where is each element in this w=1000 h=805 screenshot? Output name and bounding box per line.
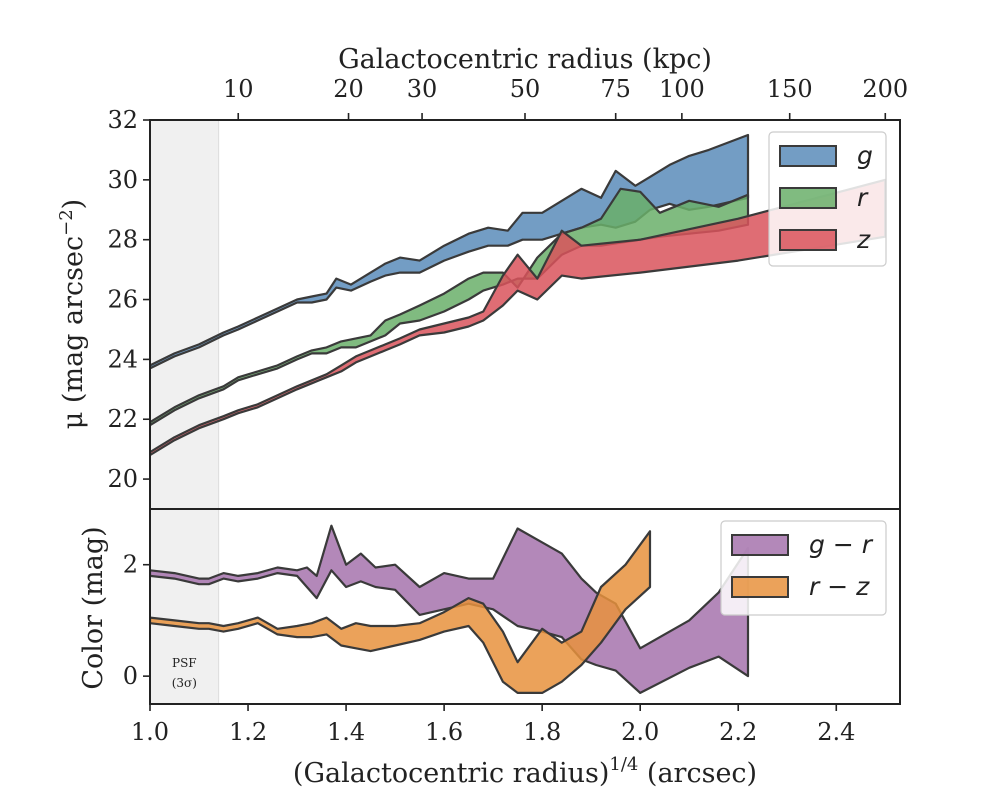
- psf-sigma-label: (3σ): [172, 676, 197, 690]
- y-tick-label: 32: [107, 106, 138, 134]
- series-band-r: [150, 187, 750, 427]
- x-tick-label: 1.2: [229, 718, 267, 746]
- top-x-tick-label: 20: [333, 75, 364, 103]
- legend-label: z: [856, 225, 871, 254]
- psf-label: PSF: [172, 656, 197, 670]
- y-tick-label: 28: [107, 226, 138, 254]
- bottom-panel-frame: [149, 508, 901, 705]
- y-tick-label: 2: [123, 551, 138, 579]
- series-band-g: [150, 133, 750, 370]
- top-x-tick-label: 200: [862, 75, 908, 103]
- y-tick-label: 26: [107, 286, 138, 314]
- x-tick-label: 2.0: [621, 718, 659, 746]
- y-tick-label: 24: [107, 345, 138, 373]
- top-x-tick-label: 150: [767, 75, 813, 103]
- series-band-rz: [150, 530, 652, 694]
- y-tick-label: 0: [123, 662, 138, 690]
- legend-swatch: [779, 229, 837, 251]
- x-axis-title: (Galactocentric radius)1/4 (arcsec): [293, 754, 757, 789]
- x-tick-label: 1.6: [425, 718, 463, 746]
- legend-swatch: [731, 534, 789, 556]
- legend-swatch: [779, 187, 837, 209]
- y-tick-label: 30: [107, 166, 138, 194]
- top-x-axis-title: Galactocentric radius (kpc): [338, 44, 712, 75]
- x-tick-label: 1.0: [131, 718, 169, 746]
- legend-swatch: [731, 576, 789, 598]
- x-tick-label: 2.2: [719, 718, 757, 746]
- top-y-axis-title: μ (mag arcsec−2): [56, 199, 89, 429]
- top-legend: grz: [768, 131, 887, 267]
- y-tick-label: 22: [107, 405, 138, 433]
- legend-label: r − z: [809, 572, 870, 601]
- legend-swatch: [779, 145, 837, 167]
- series-band-gr: [150, 524, 750, 694]
- legend-label: g − r: [809, 530, 874, 559]
- x-tick-label: 1.4: [327, 718, 365, 746]
- y-tick-label: 20: [107, 465, 138, 493]
- legend-label: g: [857, 141, 873, 170]
- top-x-tick-label: 30: [407, 75, 438, 103]
- top-x-tick-label: 75: [600, 75, 631, 103]
- bottom-legend: g − r r − z: [720, 520, 887, 616]
- legend-label: r: [857, 183, 869, 212]
- top-x-tick-label: 10: [223, 75, 254, 103]
- bottom-y-axis-title: Color (mag): [78, 526, 109, 689]
- psf-shaded-region: [150, 120, 219, 704]
- x-tick-label: 2.4: [817, 718, 855, 746]
- x-tick-label: 1.8: [523, 718, 561, 746]
- top-x-tick-label: 100: [659, 75, 705, 103]
- top-x-tick-label: 50: [510, 75, 541, 103]
